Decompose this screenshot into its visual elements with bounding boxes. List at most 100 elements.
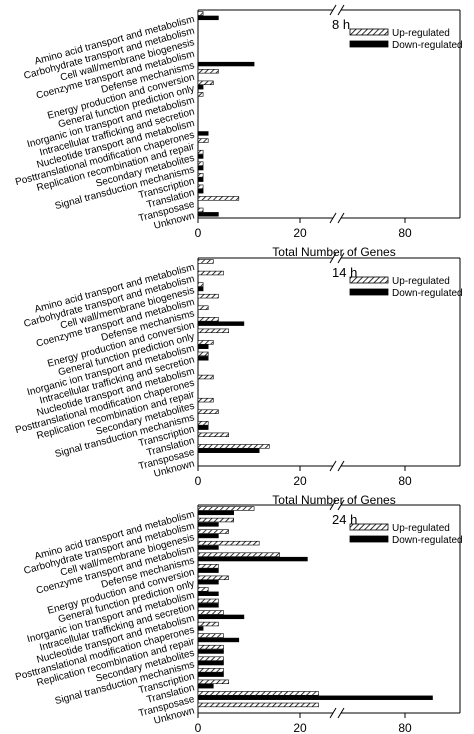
bar-down	[197, 614, 245, 620]
bar-up	[197, 432, 229, 438]
bar-up	[197, 529, 229, 534]
bar-up	[197, 679, 229, 685]
bar-down	[197, 660, 224, 666]
x-tick-label: 20	[293, 474, 307, 488]
panel-title: 8 h	[332, 17, 350, 32]
bar-down	[197, 85, 204, 90]
bar-up	[197, 656, 224, 661]
x-tick-label: 80	[398, 226, 412, 240]
legend-swatch-down	[349, 288, 389, 296]
bar-up	[197, 633, 224, 638]
legend-swatch-down	[349, 535, 389, 543]
bar-up	[197, 517, 235, 523]
bar-up	[197, 444, 270, 449]
bar-up	[197, 149, 204, 155]
x-tick-label: 0	[195, 721, 202, 734]
panel-title: 24 h	[332, 512, 357, 527]
bar-down	[197, 510, 235, 516]
legend-swatch-down	[349, 40, 389, 48]
bar-down	[197, 61, 255, 67]
bar-up	[197, 587, 209, 592]
bar-up	[197, 397, 214, 403]
bar-up	[197, 506, 255, 511]
bar-up	[197, 351, 209, 357]
bar-up	[197, 196, 240, 201]
legend-swatch-up	[349, 276, 389, 284]
bar-up	[197, 668, 224, 673]
bar-up	[197, 69, 219, 74]
bar-down	[197, 177, 204, 182]
bar-up	[197, 621, 219, 627]
legend-swatch-up	[349, 28, 389, 36]
x-axis-label: Total Number of Genes	[272, 493, 395, 507]
axis-break-mark	[329, 499, 337, 511]
bar-down	[197, 189, 204, 194]
bar-up	[197, 92, 204, 97]
bar-up	[197, 644, 224, 650]
x-tick-label: 80	[398, 721, 412, 734]
bar-down	[197, 286, 204, 292]
bar-down	[197, 603, 219, 608]
bar-down	[197, 695, 433, 700]
bar-up	[197, 317, 219, 322]
bar-up	[197, 259, 214, 264]
bar-up	[197, 173, 204, 178]
bar-up	[197, 184, 204, 190]
legend-label: Down-regulated	[392, 40, 463, 51]
bar-up	[197, 270, 224, 276]
legend-label: Down-regulated	[392, 288, 463, 299]
legend-swatch-up	[349, 523, 389, 531]
bar-up	[197, 340, 214, 345]
bar-down	[197, 649, 224, 654]
bar-up	[197, 11, 204, 16]
bar-up	[197, 540, 260, 546]
axis-break-mark	[337, 212, 345, 224]
axis-break-mark	[337, 499, 345, 511]
bar-down	[197, 591, 219, 596]
axis-break-mark	[329, 212, 337, 224]
axis-break-mark	[329, 707, 337, 719]
bar-down	[197, 448, 260, 453]
bar-up	[197, 409, 219, 414]
axis-break-mark	[337, 460, 345, 472]
axis-break-mark	[337, 707, 345, 719]
bar-down	[197, 522, 219, 527]
x-tick-label: 20	[293, 721, 307, 734]
bar-up	[197, 552, 280, 557]
x-axis-label: Total Number of Genes	[272, 245, 395, 259]
legend-label: Up-regulated	[392, 523, 450, 534]
bar-down	[197, 344, 209, 349]
bar-down	[197, 568, 219, 573]
bar-down	[197, 321, 245, 326]
bar-down	[197, 545, 219, 550]
axis-break-mark	[337, 252, 345, 264]
bar-up	[197, 293, 219, 299]
bar-up	[197, 305, 209, 310]
panel-title: 14 h	[332, 265, 357, 280]
bar-up	[197, 598, 219, 604]
bar-up	[197, 207, 204, 213]
bar-up	[197, 282, 204, 287]
bar-up	[197, 421, 209, 426]
bar-down	[197, 580, 219, 585]
axis-break-mark	[329, 460, 337, 472]
bar-down	[197, 637, 240, 643]
bar-down	[197, 626, 204, 631]
bar-up	[197, 328, 229, 334]
bar-down	[197, 672, 224, 677]
bar-up	[197, 138, 209, 143]
legend-label: Up-regulated	[392, 28, 450, 39]
bar-down	[197, 356, 209, 361]
bar-down	[197, 154, 204, 159]
axis-break-mark	[337, 4, 345, 16]
bar-down	[197, 212, 219, 217]
bar-down	[197, 425, 209, 430]
bar-down	[197, 15, 219, 21]
bar-up	[197, 702, 319, 708]
x-tick-label: 0	[195, 474, 202, 488]
bar-down	[197, 684, 214, 689]
axis-break-mark	[329, 252, 337, 264]
